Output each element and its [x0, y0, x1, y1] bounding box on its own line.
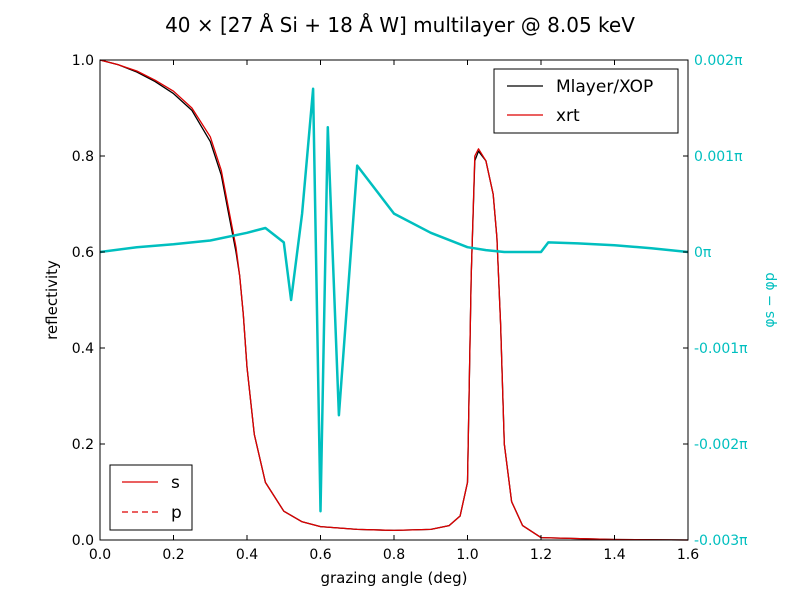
- legend-bottom: s p: [109, 464, 193, 531]
- y-right-tick-label: -0.002π: [694, 437, 748, 453]
- x-tick-label: 0.8: [383, 547, 405, 563]
- y-tick-label: 0.0: [72, 533, 94, 549]
- y-right-tick-label: 0.001π: [694, 149, 743, 165]
- y-tick-label: 0.6: [72, 245, 94, 261]
- legend-s-label: s: [171, 473, 180, 493]
- y-right-axis-ticks: -0.003π -0.002π -0.001π 0π 0.001π 0.002π: [683, 53, 748, 549]
- legend-top: Mlayer/XOP xrt: [493, 68, 679, 134]
- y-right-axis-label: φs − φp: [762, 272, 778, 327]
- legend-top-box: [493, 68, 679, 134]
- x-tick-label: 1.6: [677, 547, 699, 563]
- y-right-tick-label: 0.002π: [694, 53, 743, 69]
- phase-difference-line: [99, 87, 689, 513]
- chart-title: 40 × [27 Å Si + 18 Å W] multilayer @ 8.0…: [165, 13, 635, 37]
- x-axis-label: grazing angle (deg): [320, 569, 467, 587]
- xrt-line: [99, 59, 689, 541]
- y-right-tick-label: -0.003π: [694, 533, 748, 549]
- y-tick-label: 0.2: [72, 437, 94, 453]
- x-tick-label: 0.6: [309, 547, 331, 563]
- x-tick-label: 0.2: [162, 547, 184, 563]
- y-tick-label: 0.4: [72, 341, 94, 357]
- y-tick-label: 1.0: [72, 53, 94, 69]
- legend-bottom-box: [109, 464, 193, 531]
- y-right-tick-label: -0.001π: [694, 341, 748, 357]
- x-tick-label: 1.2: [530, 547, 552, 563]
- y-left-axis-ticks: 0.0 0.2 0.4 0.6 0.8 1.0: [72, 53, 105, 549]
- x-tick-label: 0.0: [89, 547, 111, 563]
- y-axis-label: reflectivity: [43, 260, 61, 340]
- x-tick-label: 1.4: [603, 547, 625, 563]
- y-right-tick-label: 0π: [694, 245, 712, 261]
- series-xrt: [99, 59, 689, 541]
- x-tick-label: 1.0: [456, 547, 478, 563]
- x-axis-ticks: 0.0 0.2 0.4 0.6 0.8 1.0 1.2 1.4 1.6: [89, 60, 699, 563]
- y-tick-label: 0.8: [72, 149, 94, 165]
- legend-p-label: p: [171, 503, 182, 523]
- legend-xrt-label: xrt: [556, 106, 580, 126]
- x-tick-label: 0.4: [236, 547, 258, 563]
- series-phase-difference: [99, 87, 689, 513]
- legend-mlayer-label: Mlayer/XOP: [556, 77, 653, 97]
